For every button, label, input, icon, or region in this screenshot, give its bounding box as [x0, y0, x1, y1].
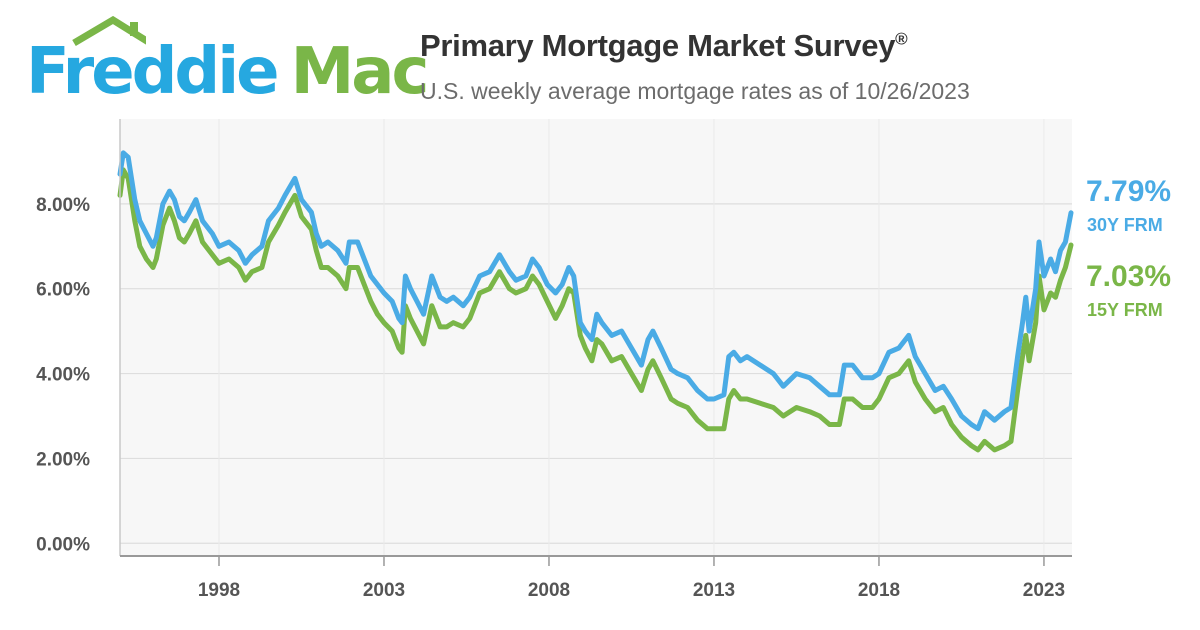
x-tick-label: 1998	[198, 580, 240, 601]
logo-wordmark: Freddie Mac	[26, 28, 430, 116]
x-tick-label: 2013	[693, 580, 735, 601]
series-lines	[117, 150, 1074, 453]
chart-title-text: Primary Mortgage Market Survey	[420, 28, 896, 63]
callout-15y-value: 7.03%	[1086, 260, 1172, 293]
callout-30y-label: 30Y FRM	[1087, 215, 1163, 235]
x-tick-label: 2023	[1023, 580, 1065, 601]
logo-freddie-text: Freddie	[26, 35, 280, 109]
logo-mac-text: Mac	[290, 35, 430, 109]
y-tick-label: 4.00%	[36, 365, 90, 386]
callout-15y-label: 15Y FRM	[1087, 300, 1163, 320]
x-axis-ticks: 1998 2003 2008 2013 2018 2023	[198, 556, 1065, 601]
house-roof-icon	[72, 16, 146, 46]
y-tick-label: 0.00%	[36, 534, 90, 555]
chart-title: Primary Mortgage Market Survey®	[420, 28, 908, 64]
y-tick-label: 6.00%	[36, 280, 90, 301]
y-axis-tick-labels: 0.00% 2.00% 4.00% 6.00% 8.00%	[36, 195, 90, 555]
registered-mark: ®	[895, 29, 908, 49]
series-line-30y-frm	[117, 150, 1074, 432]
x-tick-label: 2018	[858, 580, 900, 601]
chart-subtitle: U.S. weekly average mortgage rates as of…	[420, 78, 970, 104]
x-tick-label: 2003	[363, 580, 405, 601]
y-tick-label: 8.00%	[36, 195, 90, 216]
freddie-mac-logo: Freddie Mac	[26, 16, 429, 109]
callout-30y-value: 7.79%	[1086, 175, 1172, 208]
x-tick-label: 2008	[528, 580, 570, 601]
y-tick-label: 2.00%	[36, 449, 90, 470]
grid-lines	[120, 119, 1072, 556]
series-line-15y-frm	[117, 167, 1074, 453]
